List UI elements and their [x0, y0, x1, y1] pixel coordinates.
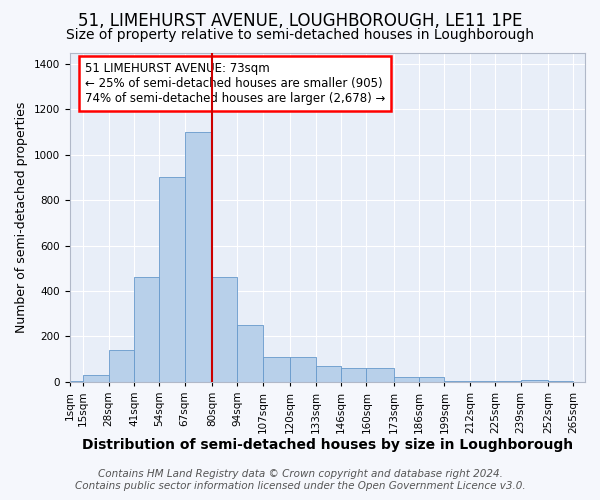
Bar — [367, 368, 394, 382]
Bar — [290, 357, 316, 382]
Text: Size of property relative to semi-detached houses in Loughborough: Size of property relative to semi-detach… — [66, 28, 534, 42]
Bar — [212, 278, 238, 382]
Bar — [238, 325, 263, 382]
Bar — [263, 357, 290, 382]
Bar — [394, 377, 419, 382]
Bar — [185, 132, 212, 382]
Bar — [470, 380, 495, 382]
Bar — [160, 178, 185, 382]
Bar — [83, 375, 109, 382]
Bar — [419, 377, 445, 382]
Bar — [548, 381, 573, 382]
X-axis label: Distribution of semi-detached houses by size in Loughborough: Distribution of semi-detached houses by … — [82, 438, 573, 452]
Bar — [445, 380, 470, 382]
Bar — [70, 380, 83, 382]
Y-axis label: Number of semi-detached properties: Number of semi-detached properties — [15, 102, 28, 333]
Bar — [109, 350, 134, 382]
Text: Contains HM Land Registry data © Crown copyright and database right 2024.
Contai: Contains HM Land Registry data © Crown c… — [74, 470, 526, 491]
Text: 51 LIMEHURST AVENUE: 73sqm
← 25% of semi-detached houses are smaller (905)
74% o: 51 LIMEHURST AVENUE: 73sqm ← 25% of semi… — [85, 62, 385, 106]
Bar — [495, 381, 521, 382]
Bar — [134, 278, 160, 382]
Bar — [316, 366, 341, 382]
Bar — [341, 368, 367, 382]
Text: 51, LIMEHURST AVENUE, LOUGHBOROUGH, LE11 1PE: 51, LIMEHURST AVENUE, LOUGHBOROUGH, LE11… — [78, 12, 522, 30]
Bar — [521, 380, 548, 382]
